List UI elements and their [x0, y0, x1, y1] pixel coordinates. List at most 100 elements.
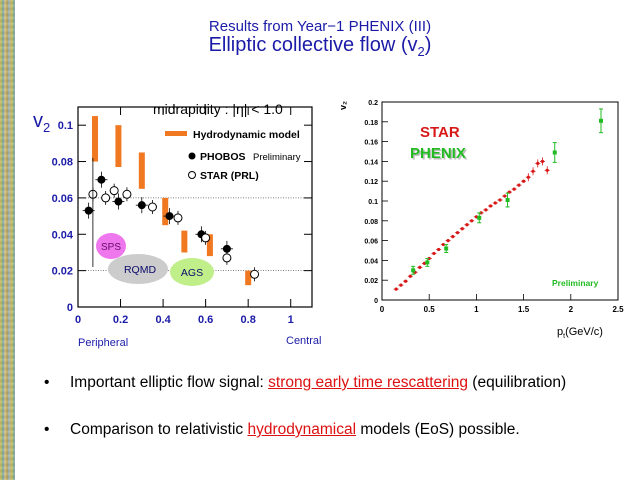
phenix-label-shadow: PHENIX	[412, 147, 468, 164]
star-point	[517, 183, 521, 187]
right-y-tick-label: 0	[374, 298, 378, 305]
right-x-axis-label: pt(GeV/c)	[557, 326, 603, 340]
star-point	[451, 235, 455, 239]
star-legend-marker	[188, 171, 196, 179]
phenix-point	[411, 268, 416, 273]
phobos-point	[114, 197, 123, 206]
star-point	[493, 201, 497, 205]
right-x-axis-label-main: p	[557, 326, 563, 338]
phenix-point	[505, 198, 510, 203]
left-y-tick-label: 0	[67, 302, 73, 314]
right-x-tick-label: 2	[569, 305, 574, 314]
hydro-model-bar	[138, 152, 145, 189]
left-x-tick-label: 0.2	[113, 314, 128, 326]
right-x-tick-label: 2.5	[612, 305, 624, 314]
star-point	[536, 161, 540, 165]
phobos-point	[137, 201, 146, 210]
star-point	[432, 251, 436, 256]
phenix-point	[444, 246, 449, 251]
bullet-1-highlight: strong early time rescattering	[268, 374, 468, 391]
right-x-tick-label: 1	[474, 305, 479, 314]
star-prl-point	[201, 233, 211, 243]
subtitle-main: Elliptic collective flow (v	[208, 34, 418, 56]
phobos-point	[165, 212, 174, 221]
hydro-legend-swatch	[165, 131, 187, 136]
right-y-tick-label: 0.14	[364, 159, 378, 166]
star-point	[545, 168, 549, 172]
hydro-model-bar	[206, 234, 213, 257]
star-legend-label: STAR (PRL)	[200, 170, 259, 182]
star-point	[418, 265, 422, 269]
decorative-side-band	[0, 0, 15, 480]
hydro-model-bar	[115, 125, 122, 167]
rqmd-blob	[108, 254, 168, 284]
hydro-legend-label: Hydrodynamic model	[193, 129, 300, 141]
star-point	[474, 215, 478, 219]
ags-blob	[170, 258, 214, 286]
phenix-point	[599, 118, 604, 123]
star-prl-point	[122, 189, 132, 199]
subtitle-end: )	[424, 34, 432, 56]
subtitle-sub: 2	[417, 44, 425, 59]
hydro-model-bar	[162, 197, 169, 226]
star-point	[408, 274, 412, 278]
hydro-model-bar	[245, 270, 252, 286]
phobos-legend-marker	[188, 152, 196, 160]
star-point	[399, 283, 403, 287]
phobos-legend-label: PHOBOS	[200, 151, 246, 163]
bullet-2-pre: Comparison to relativistic	[70, 421, 248, 438]
star-point	[455, 231, 460, 235]
bullet-1-pre: Important elliptic flow signal:	[70, 374, 269, 391]
phobos-point	[84, 206, 93, 215]
star-point	[526, 175, 530, 179]
star-prl-point	[250, 269, 260, 279]
right-y-tick-label: 0.02	[364, 278, 378, 285]
phobos-point	[97, 175, 106, 184]
bullet-dot-1: •	[44, 374, 50, 391]
y-axis-label-main: v	[33, 110, 43, 132]
star-point	[488, 204, 493, 208]
phenix-point	[425, 260, 430, 265]
star-point	[422, 261, 427, 265]
bullet-2-highlight: hydrodynamical	[247, 421, 357, 438]
star-point	[512, 187, 516, 191]
star-point	[441, 242, 445, 247]
star-point	[531, 169, 535, 173]
star-point	[540, 159, 545, 163]
central-label: Central	[286, 335, 321, 347]
left-x-tick-label: 0.4	[155, 314, 171, 326]
bullet-dot-2: •	[44, 421, 50, 438]
star-point	[460, 227, 464, 231]
ags-label: AGS	[181, 267, 203, 279]
star-point	[484, 208, 488, 212]
sps-label: SPS	[101, 242, 121, 253]
left-x-tick-label: 0	[75, 314, 81, 326]
left-y-tick-label: 0.04	[52, 229, 74, 241]
hydro-model-bar	[181, 230, 188, 253]
right-x-tick-label: 0.5	[424, 305, 436, 314]
right-y-tick-label: 0.18	[364, 120, 378, 127]
y-axis-label-sub: 2	[43, 120, 50, 135]
star-point	[404, 279, 408, 283]
right-x-axis-label-end: (GeV/c)	[565, 326, 603, 338]
star-point	[465, 223, 469, 227]
left-y-tick-label: 0.02	[52, 266, 73, 278]
bullet-1-post: (equilibration)	[468, 374, 567, 391]
right-x-tick-label: 0	[380, 305, 385, 314]
right-y-tick-label: 0.12	[364, 179, 378, 186]
phenix-point	[477, 215, 482, 220]
star-point	[522, 179, 526, 183]
left-x-tick-label: 0.6	[198, 314, 213, 326]
left-x-tick-label: 0.8	[241, 314, 256, 326]
star-point	[503, 194, 507, 198]
hydro-model-bar	[92, 116, 99, 162]
left-y-tick-label: 0.1	[58, 120, 73, 132]
slide-title: Results from Year−1 PHENIX (III)	[208, 18, 432, 35]
slide-subtitle: Elliptic collective flow (v2)	[0, 34, 640, 59]
star-prl-point	[147, 202, 157, 212]
star-point	[446, 239, 450, 243]
right-y-axis-label: v₂	[338, 101, 348, 110]
left-plot-frame	[77, 106, 313, 308]
star-point	[394, 287, 398, 291]
star-prl-point	[222, 253, 232, 263]
